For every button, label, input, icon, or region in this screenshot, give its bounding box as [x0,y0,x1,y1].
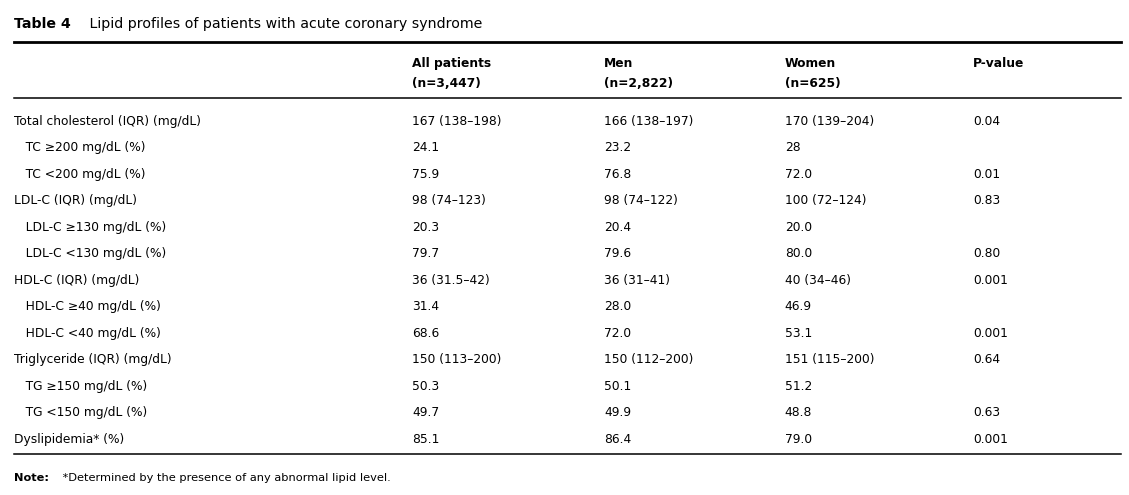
Text: LDL-C ≥130 mg/dL (%): LDL-C ≥130 mg/dL (%) [14,221,166,234]
Text: 20.3: 20.3 [412,221,439,234]
Text: 23.2: 23.2 [604,142,631,154]
Text: Women: Women [785,57,835,70]
Text: 79.6: 79.6 [604,248,631,260]
Text: 53.1: 53.1 [785,327,812,340]
Text: 166 (138–197): 166 (138–197) [604,115,693,128]
Text: *Determined by the presence of any abnormal lipid level.: *Determined by the presence of any abnor… [59,473,391,483]
Text: 0.64: 0.64 [973,353,1000,366]
Text: HDL-C ≥40 mg/dL (%): HDL-C ≥40 mg/dL (%) [14,300,160,313]
Text: 40 (34–46): 40 (34–46) [785,274,850,287]
Text: P-value: P-value [973,57,1025,70]
Text: 49.7: 49.7 [412,406,439,419]
Text: HDL-C (IQR) (mg/dL): HDL-C (IQR) (mg/dL) [14,274,139,287]
Text: 167 (138–198): 167 (138–198) [412,115,501,128]
Text: 31.4: 31.4 [412,300,439,313]
Text: Triglyceride (IQR) (mg/dL): Triglyceride (IQR) (mg/dL) [14,353,172,366]
Text: 98 (74–123): 98 (74–123) [412,194,485,207]
Text: TC ≥200 mg/dL (%): TC ≥200 mg/dL (%) [14,142,145,154]
Text: 0.04: 0.04 [973,115,1000,128]
Text: 50.1: 50.1 [604,380,631,393]
Text: 50.3: 50.3 [412,380,439,393]
Text: 48.8: 48.8 [785,406,812,419]
Text: Men: Men [604,57,633,70]
Text: 86.4: 86.4 [604,433,631,446]
Text: Dyslipidemia* (%): Dyslipidemia* (%) [14,433,124,446]
Text: TC <200 mg/dL (%): TC <200 mg/dL (%) [14,168,145,181]
Text: 24.1: 24.1 [412,142,439,154]
Text: 79.7: 79.7 [412,248,439,260]
Text: 36 (31–41): 36 (31–41) [604,274,669,287]
Text: All patients: All patients [412,57,491,70]
Text: 0.001: 0.001 [973,327,1008,340]
Text: 150 (112–200): 150 (112–200) [604,353,693,366]
Text: 0.63: 0.63 [973,406,1000,419]
Text: TG <150 mg/dL (%): TG <150 mg/dL (%) [14,406,147,419]
Text: 76.8: 76.8 [604,168,631,181]
Text: TG ≥150 mg/dL (%): TG ≥150 mg/dL (%) [14,380,147,393]
Text: 0.01: 0.01 [973,168,1000,181]
Text: 0.001: 0.001 [973,274,1008,287]
Text: Table 4: Table 4 [14,17,70,31]
Text: 0.001: 0.001 [973,433,1008,446]
Text: 28: 28 [785,142,800,154]
Text: 20.4: 20.4 [604,221,631,234]
Text: LDL-C (IQR) (mg/dL): LDL-C (IQR) (mg/dL) [14,194,137,207]
Text: 0.83: 0.83 [973,194,1000,207]
Text: Total cholesterol (IQR) (mg/dL): Total cholesterol (IQR) (mg/dL) [14,115,201,128]
Text: 0.80: 0.80 [973,248,1000,260]
Text: 98 (74–122): 98 (74–122) [604,194,677,207]
Text: (n=625): (n=625) [785,77,840,90]
Text: 49.9: 49.9 [604,406,631,419]
Text: 72.0: 72.0 [604,327,631,340]
Text: 28.0: 28.0 [604,300,631,313]
Text: HDL-C <40 mg/dL (%): HDL-C <40 mg/dL (%) [14,327,160,340]
Text: (n=2,822): (n=2,822) [604,77,673,90]
Text: 72.0: 72.0 [785,168,812,181]
Text: (n=3,447): (n=3,447) [412,77,481,90]
Text: 36 (31.5–42): 36 (31.5–42) [412,274,490,287]
Text: 80.0: 80.0 [785,248,812,260]
Text: 51.2: 51.2 [785,380,812,393]
Text: LDL-C <130 mg/dL (%): LDL-C <130 mg/dL (%) [14,248,166,260]
Text: 75.9: 75.9 [412,168,439,181]
Text: 100 (72–124): 100 (72–124) [785,194,866,207]
Text: 46.9: 46.9 [785,300,812,313]
Text: 68.6: 68.6 [412,327,439,340]
Text: Lipid profiles of patients with acute coronary syndrome: Lipid profiles of patients with acute co… [85,17,482,31]
Text: 151 (115–200): 151 (115–200) [785,353,874,366]
Text: Note:: Note: [14,473,49,483]
Text: 170 (139–204): 170 (139–204) [785,115,874,128]
Text: 79.0: 79.0 [785,433,812,446]
Text: 150 (113–200): 150 (113–200) [412,353,501,366]
Text: 20.0: 20.0 [785,221,812,234]
Text: 85.1: 85.1 [412,433,439,446]
